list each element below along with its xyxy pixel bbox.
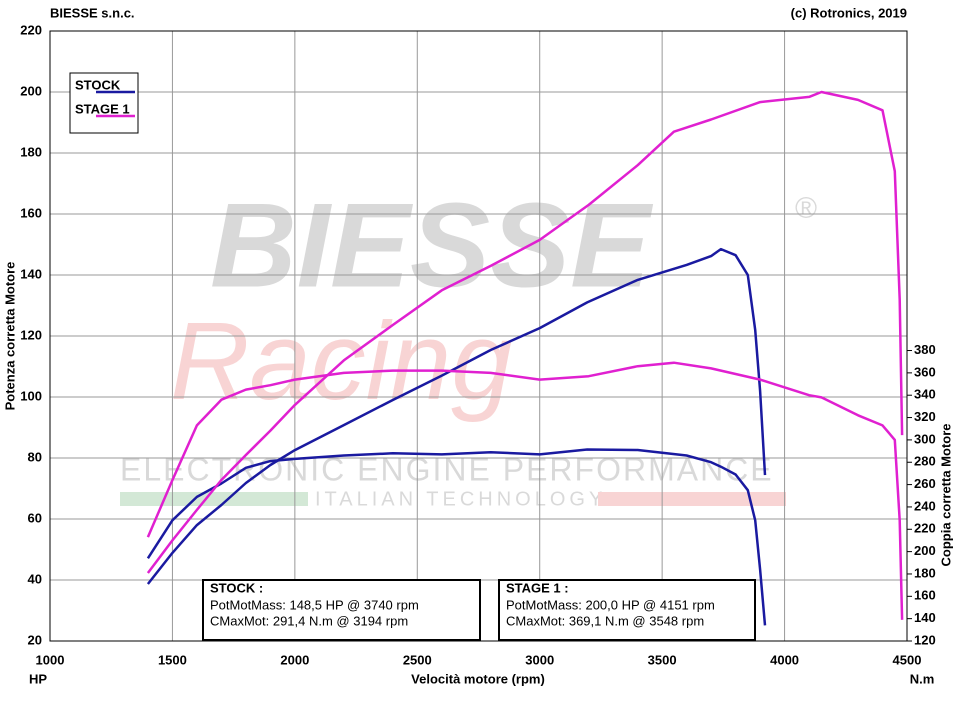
info-line: PotMotMass: 200,0 HP @ 4151 rpm (506, 597, 715, 612)
y2-tick-label: 160 (914, 588, 936, 603)
power-line (146, 90, 904, 574)
y2-tick-label: 240 (914, 498, 936, 513)
torque-line (146, 448, 767, 626)
x-tick-label: 1000 (36, 652, 65, 667)
y2-tick-label: 380 (914, 342, 936, 357)
y2-tick-label: 140 (914, 610, 936, 625)
torque-line (146, 361, 904, 620)
header-left: BIESSE s.n.c. (50, 5, 135, 20)
info-title: STAGE 1 : (506, 580, 569, 595)
x-tick-label: 4000 (770, 652, 799, 667)
watermark: BIESSE ® Racing ELECTRONIC ENGINE PERFOR… (120, 179, 817, 510)
x-tick-label: 3500 (648, 652, 677, 667)
y-tick-label: 140 (20, 266, 42, 281)
y-tick-label: 200 (20, 83, 42, 98)
x-tick-label: 3000 (525, 652, 554, 667)
y-tick-label: 220 (20, 22, 42, 37)
y-tick-label: 60 (28, 510, 42, 525)
flag-green (120, 492, 308, 506)
x-tick-label: 2000 (280, 652, 309, 667)
y-tick-label: 100 (20, 388, 42, 403)
x-axis-label: Velocità motore (rpm) (411, 671, 545, 686)
y2-tick-label: 120 (914, 632, 936, 647)
info-line: CMaxMot: 369,1 N.m @ 3548 rpm (506, 613, 704, 628)
y2-tick-label: 200 (914, 543, 936, 558)
y2-tick-label: 220 (914, 521, 936, 536)
y-tick-label: 80 (28, 449, 42, 464)
y-tick-label: 180 (20, 144, 42, 159)
y2-tick-label: 340 (914, 387, 936, 402)
info-title: STOCK : (210, 580, 263, 595)
y-unit: HP (29, 671, 47, 686)
power-line (146, 247, 767, 585)
legend-label: STAGE 1 (75, 101, 130, 116)
x-tick-label: 1500 (158, 652, 187, 667)
watermark-brand: BIESSE (210, 179, 654, 313)
flag-red (598, 492, 786, 506)
watermark-line1: ELECTRONIC ENGINE PERFORMANCE (120, 451, 774, 487)
y-tick-label: 120 (20, 327, 42, 342)
y2-axis-label: Coppia corretta Motore (938, 423, 953, 566)
y2-tick-label: 360 (914, 364, 936, 379)
y2-tick-label: 320 (914, 409, 936, 424)
info-box (202, 579, 481, 641)
watermark-reg: ® (795, 192, 817, 225)
x-tick-label: 4500 (893, 652, 922, 667)
y2-tick-label: 300 (914, 431, 936, 446)
y2-tick-label: 280 (914, 454, 936, 469)
info-line: PotMotMass: 148,5 HP @ 3740 rpm (210, 597, 419, 612)
watermark-line2: ITALIAN TECHNOLOGY (315, 488, 606, 510)
legend (69, 72, 139, 134)
y-axis-label: Potenza corretta Motore (2, 262, 17, 411)
y2-unit: N.m (910, 671, 935, 686)
y-tick-label: 20 (28, 632, 42, 647)
y-tick-label: 40 (28, 571, 42, 586)
y2-tick-label: 260 (914, 476, 936, 491)
y-tick-label: 160 (20, 205, 42, 220)
info-line: CMaxMot: 291,4 N.m @ 3194 rpm (210, 613, 408, 628)
info-box (498, 579, 756, 641)
x-tick-label: 2500 (403, 652, 432, 667)
header-right: (c) Rotronics, 2019 (791, 5, 907, 20)
y2-tick-label: 180 (914, 565, 936, 580)
legend-label: STOCK (75, 77, 121, 92)
